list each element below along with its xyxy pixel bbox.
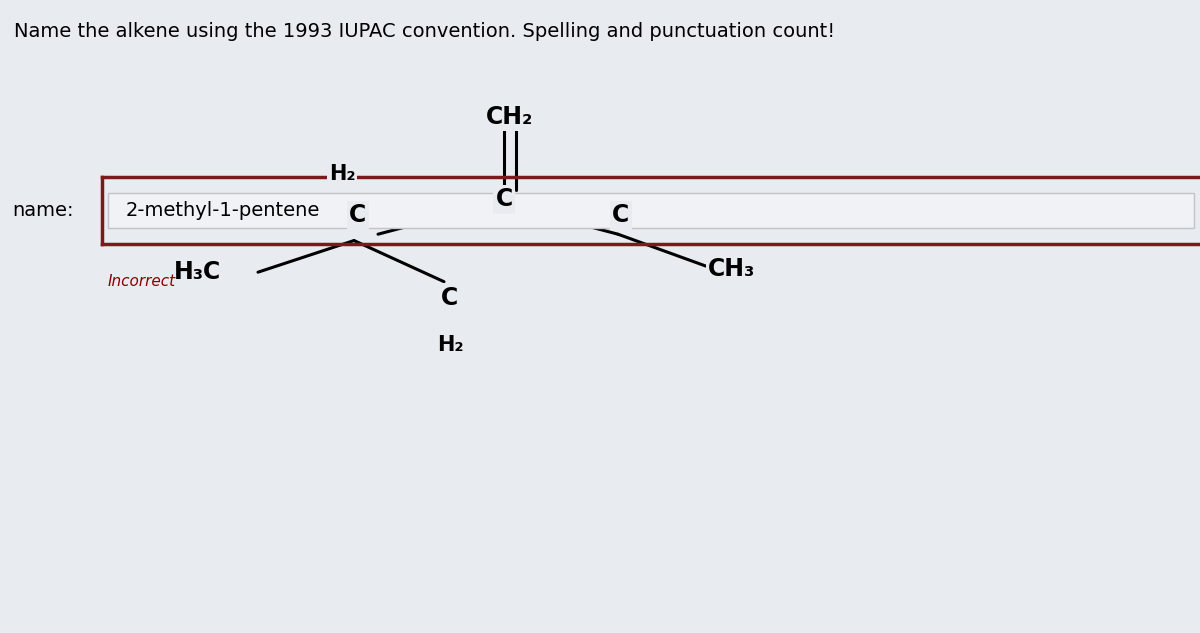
Text: H₃C: H₃C (174, 260, 222, 284)
Text: name:: name: (12, 201, 73, 220)
Text: Name the alkene using the 1993 IUPAC convention. Spelling and punctuation count!: Name the alkene using the 1993 IUPAC con… (14, 22, 835, 41)
Text: CH₃: CH₃ (708, 257, 755, 281)
Text: Incorrect: Incorrect (108, 274, 176, 289)
Text: C: C (612, 203, 629, 227)
Text: C: C (496, 187, 512, 211)
Text: C: C (349, 203, 366, 227)
Text: C: C (442, 285, 458, 310)
Text: 2-methyl-1-pentene: 2-methyl-1-pentene (126, 201, 320, 220)
Text: H₂: H₂ (329, 164, 355, 184)
Text: H₂: H₂ (437, 335, 463, 355)
FancyBboxPatch shape (108, 193, 1194, 228)
Text: CH₂: CH₂ (486, 105, 533, 129)
